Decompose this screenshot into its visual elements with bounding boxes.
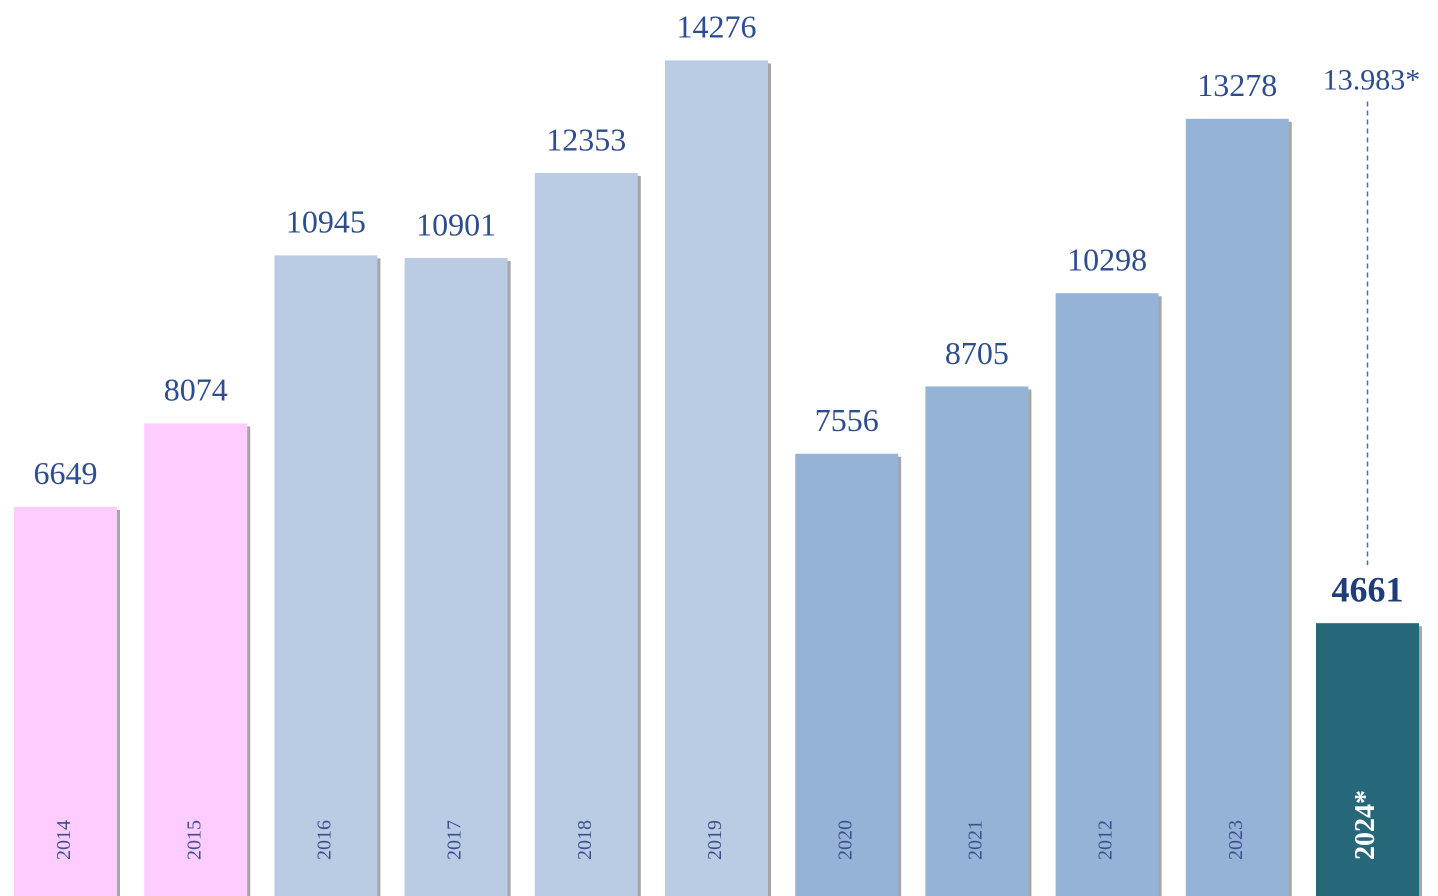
x-tick-label: 2017 [444, 820, 466, 860]
value-label: 10945 [286, 204, 366, 240]
value-label: 4661 [1332, 569, 1404, 609]
bar [1055, 293, 1159, 896]
bar [1185, 118, 1289, 896]
bar [665, 60, 768, 896]
value-label: 12353 [546, 121, 626, 157]
bar [404, 257, 508, 896]
value-label: 14276 [677, 9, 757, 45]
x-tick-label: 2012 [1095, 820, 1117, 860]
bar [14, 506, 117, 896]
value-label: 13278 [1197, 67, 1277, 103]
value-label: 7556 [815, 402, 879, 438]
x-tick-label: 2024* [1350, 790, 1381, 860]
x-tick-label: 2021 [964, 820, 986, 860]
value-label: 8705 [945, 335, 1009, 371]
x-tick-label: 2016 [313, 820, 335, 860]
x-tick-label: 2015 [183, 820, 205, 860]
projection-label: 13.983* [1323, 63, 1421, 96]
bar [925, 386, 1029, 896]
bar [1316, 623, 1419, 896]
value-label: 10298 [1067, 242, 1147, 278]
x-tick-label: 2018 [574, 820, 596, 860]
bar [795, 453, 899, 896]
x-tick-label: 2020 [834, 820, 856, 860]
x-tick-label: 2014 [53, 820, 75, 860]
value-label: 10901 [416, 206, 496, 242]
value-label: 6649 [34, 455, 98, 491]
bar [274, 255, 378, 896]
value-label: 8074 [164, 372, 228, 408]
bar [534, 172, 638, 896]
bar [144, 423, 248, 896]
x-tick-label: 2019 [704, 820, 726, 860]
x-tick-label: 2023 [1225, 820, 1247, 860]
